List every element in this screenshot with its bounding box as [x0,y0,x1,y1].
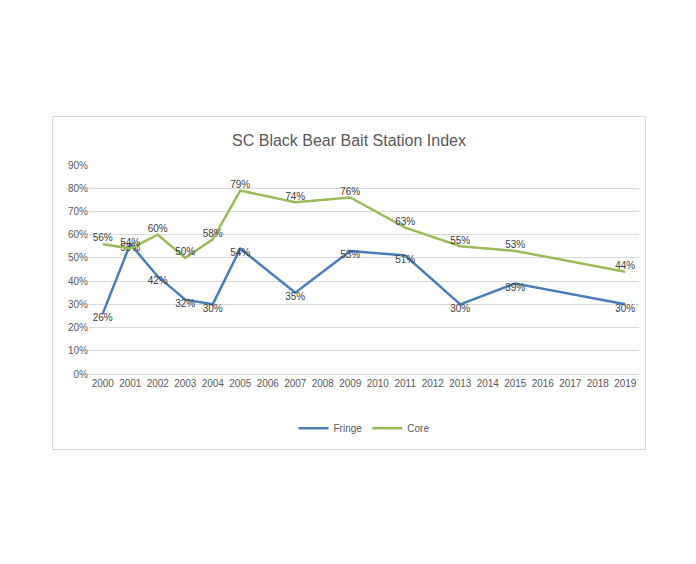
svg-text:53%: 53% [505,239,525,250]
svg-text:90%: 90% [68,160,88,171]
svg-text:60%: 60% [148,223,168,234]
svg-text:53%: 53% [340,249,360,260]
svg-text:20%: 20% [68,322,88,333]
svg-text:50%: 50% [175,246,195,257]
svg-text:2019: 2019 [614,378,637,389]
svg-text:2000: 2000 [92,378,115,389]
svg-text:Fringe: Fringe [334,423,363,434]
svg-text:30%: 30% [615,303,635,314]
svg-text:39%: 39% [505,282,525,293]
svg-text:2007: 2007 [284,378,307,389]
svg-text:44%: 44% [615,260,635,271]
svg-text:56%: 56% [120,242,140,253]
svg-text:63%: 63% [395,216,415,227]
svg-text:SC Black Bear Bait Station Ind: SC Black Bear Bait Station Index [232,132,466,149]
svg-text:79%: 79% [230,179,250,190]
svg-text:2010: 2010 [367,378,390,389]
svg-text:2011: 2011 [394,378,416,389]
svg-text:30%: 30% [450,303,470,314]
svg-text:2016: 2016 [532,378,555,389]
svg-text:2008: 2008 [312,378,335,389]
svg-text:26%: 26% [93,312,113,323]
svg-text:80%: 80% [68,183,88,194]
svg-text:32%: 32% [175,298,195,309]
svg-text:2018: 2018 [587,378,610,389]
svg-text:10%: 10% [68,345,88,356]
svg-text:2015: 2015 [504,378,527,389]
svg-text:2012: 2012 [422,378,445,389]
svg-text:2001: 2001 [119,378,142,389]
svg-text:56%: 56% [93,232,113,243]
svg-text:2005: 2005 [229,378,252,389]
svg-text:55%: 55% [450,235,470,246]
svg-text:2014: 2014 [477,378,500,389]
svg-text:30%: 30% [203,303,223,314]
svg-text:2002: 2002 [147,378,170,389]
svg-text:2003: 2003 [174,378,197,389]
svg-text:70%: 70% [68,206,88,217]
svg-text:35%: 35% [285,291,305,302]
svg-text:Core: Core [407,423,429,434]
svg-text:2017: 2017 [559,378,582,389]
svg-text:51%: 51% [395,254,415,265]
svg-text:2004: 2004 [202,378,225,389]
svg-text:54%: 54% [230,247,250,258]
svg-text:60%: 60% [68,229,88,240]
svg-text:42%: 42% [148,275,168,286]
svg-text:54%: 54% [120,237,140,248]
svg-text:40%: 40% [68,276,88,287]
svg-text:50%: 50% [68,252,88,263]
svg-text:0%: 0% [74,369,89,380]
svg-text:76%: 76% [340,186,360,197]
svg-text:58%: 58% [203,228,223,239]
svg-text:2009: 2009 [339,378,362,389]
svg-text:30%: 30% [68,299,88,310]
svg-text:2006: 2006 [257,378,280,389]
svg-text:74%: 74% [285,191,305,202]
svg-text:2013: 2013 [449,378,472,389]
